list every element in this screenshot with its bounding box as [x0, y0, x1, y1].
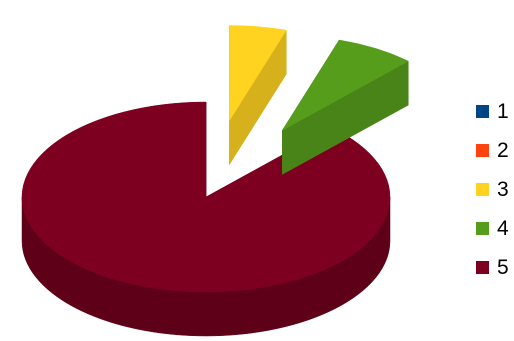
legend-swatch	[476, 261, 489, 274]
legend-label: 4	[497, 217, 509, 240]
legend-label: 5	[497, 256, 509, 279]
legend-swatch	[476, 105, 489, 118]
slice-4-top	[281, 39, 409, 132]
legend-swatch	[476, 144, 489, 157]
legend-item-2: 2	[476, 131, 509, 170]
legend-label: 3	[497, 178, 509, 201]
slice-3-top	[229, 25, 287, 122]
pie-slice-3	[229, 25, 287, 166]
legend-label: 2	[497, 139, 509, 162]
legend-item-3: 3	[476, 170, 509, 209]
legend-swatch	[476, 222, 489, 235]
pie-slice-4	[281, 39, 409, 176]
legend-swatch	[476, 183, 489, 196]
legend-item-5: 5	[476, 248, 509, 287]
legend: 1 2 3 4 5	[476, 92, 509, 287]
legend-item-4: 4	[476, 209, 509, 248]
legend-label: 1	[497, 100, 509, 123]
legend-item-1: 1	[476, 92, 509, 131]
